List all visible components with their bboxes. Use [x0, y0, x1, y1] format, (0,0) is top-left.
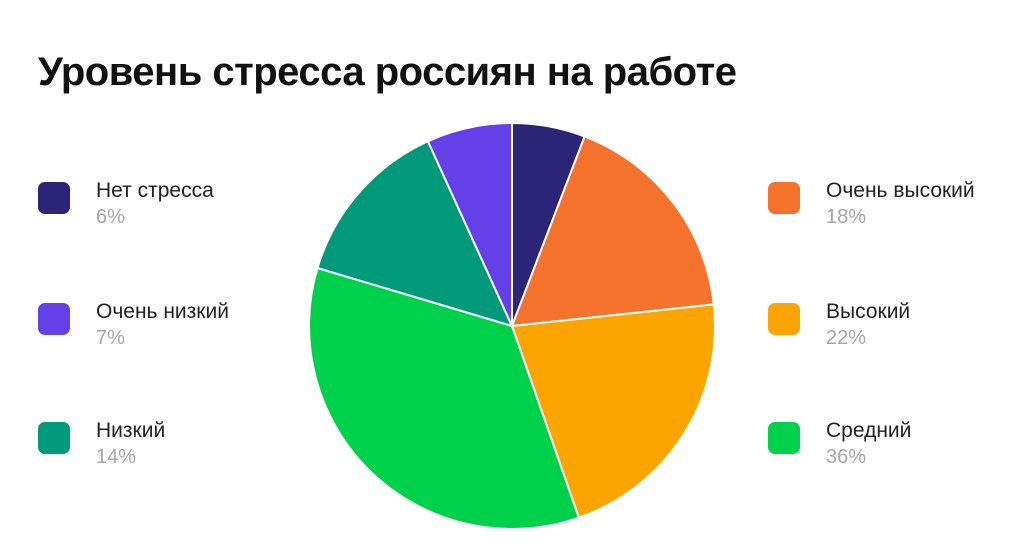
legend-value-very-low: 7% [96, 327, 125, 349]
pie-slice-low [316, 140, 513, 327]
legend-swatch-very-low [38, 303, 70, 335]
legend-item-very-high: Очень высокий 18% [768, 178, 975, 230]
legend-item-medium: Средний 36% [768, 418, 911, 470]
pie-slice-very-low [426, 122, 513, 327]
legend-value-no-stress: 6% [96, 206, 125, 228]
legend-label-very-low: Очень низкий [96, 300, 229, 323]
legend-swatch-medium [768, 422, 800, 454]
legend-item-low: Низкий 14% [38, 418, 165, 470]
legend-swatch-very-high [768, 182, 800, 214]
legend-label-low: Низкий [96, 419, 166, 442]
legend-value-medium: 36% [826, 446, 867, 468]
pie-slice-medium [307, 267, 580, 530]
pie-slices [307, 122, 716, 530]
legend-item-high: Высокий 22% [768, 299, 910, 351]
legend-item-very-low: Очень низкий 7% [38, 299, 229, 351]
chart-title: Уровень стресса россиян на работе [38, 50, 737, 94]
legend-label-medium: Средний [826, 419, 912, 442]
legend-label-no-stress: Нет стресса [96, 179, 214, 202]
pie-slice-very-high [511, 135, 715, 327]
legend-value-low: 14% [96, 446, 137, 468]
legend-swatch-high [768, 303, 800, 335]
legend-value-very-high: 18% [826, 206, 867, 228]
legend-item-no-stress: Нет стресса 6% [38, 178, 214, 230]
pie-slice-high [511, 303, 716, 519]
legend-swatch-no-stress [38, 182, 70, 214]
legend-label-high: Высокий [826, 300, 911, 323]
legend-label-very-high: Очень высокий [826, 179, 975, 202]
legend-value-high: 22% [826, 327, 867, 349]
legend-swatch-low [38, 422, 70, 454]
